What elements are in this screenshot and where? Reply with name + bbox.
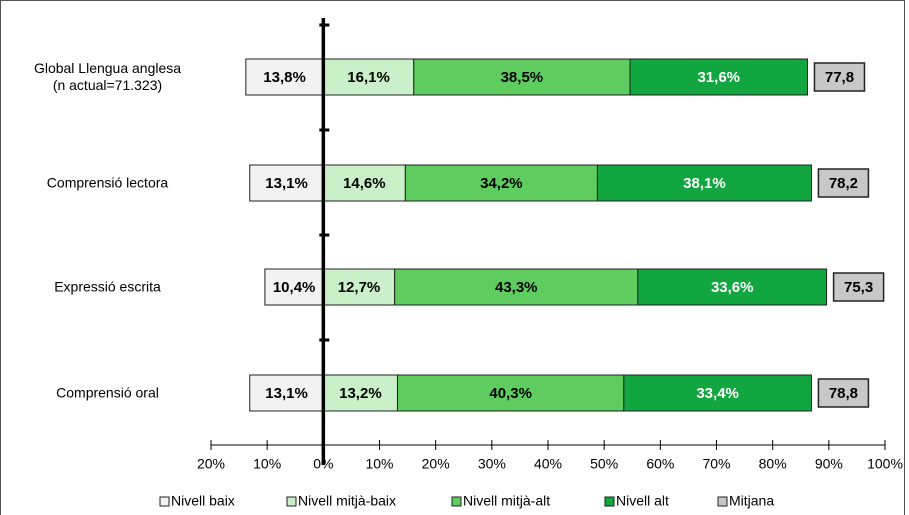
x-tick-label: 90% (815, 456, 843, 472)
value-label: 13,8% (263, 69, 306, 86)
value-label: 33,4% (696, 385, 739, 402)
x-tick-label: 60% (646, 456, 674, 472)
x-tick-label: 80% (759, 456, 787, 472)
value-label: 77,8 (825, 69, 854, 86)
legend-swatch (159, 496, 170, 507)
bar (322, 164, 406, 202)
legend-label: Nivell mitjà-baix (298, 493, 396, 509)
bar (249, 374, 324, 412)
x-tick-label: 70% (702, 456, 730, 472)
bar (322, 268, 396, 306)
x-tick-label: 10% (253, 456, 281, 472)
bar (404, 164, 598, 202)
value-label: 10,4% (273, 279, 316, 296)
value-label: 16,1% (347, 69, 390, 86)
bar (596, 164, 812, 202)
bar (637, 268, 828, 306)
x-tick-label: 10% (365, 456, 393, 472)
value-label: 34,2% (480, 175, 523, 192)
category-label: Global Llengua anglesa (n actual=71.323) (33, 60, 182, 93)
mean-box (817, 378, 870, 408)
value-label: 14,6% (343, 175, 386, 192)
legend-swatch (451, 496, 462, 507)
legend-swatch (604, 496, 615, 507)
value-label: 43,3% (495, 279, 538, 296)
x-tick-label: 50% (590, 456, 618, 472)
value-label: 13,1% (265, 385, 308, 402)
value-label: 75,3 (844, 279, 873, 296)
legend-label: Nivell alt (616, 493, 669, 509)
value-label: 13,1% (265, 175, 308, 192)
value-label: 12,7% (338, 279, 381, 296)
value-label: 38,5% (501, 69, 544, 86)
bar (245, 58, 324, 96)
bar (394, 268, 639, 306)
legend-label: Nivell mitjà-alt (463, 493, 550, 509)
bar (264, 268, 324, 306)
category-label: Comprensió lectora (46, 174, 169, 191)
bar (322, 58, 415, 96)
x-tick-label: 20% (422, 456, 450, 472)
x-tick-label: 30% (478, 456, 506, 472)
category-label: Expressió escrita (54, 278, 161, 295)
value-label: 78,2 (829, 175, 858, 192)
value-label: 40,3% (489, 385, 532, 402)
legend-label: Nivell baix (171, 493, 235, 509)
bar (322, 374, 398, 412)
legend-label: Mitjana (729, 493, 774, 509)
value-label: 38,1% (683, 175, 726, 192)
mean-box (813, 62, 866, 92)
legend-swatch (717, 496, 728, 507)
x-tick-label: 40% (534, 456, 562, 472)
mean-box (817, 168, 870, 198)
value-label: 78,8 (829, 385, 858, 402)
value-label: 31,6% (697, 69, 740, 86)
bar (413, 58, 631, 96)
category-label: Comprensió oral (56, 384, 159, 401)
x-tick-label: 100% (867, 456, 903, 472)
value-label: 13,2% (339, 385, 382, 402)
bar (629, 58, 808, 96)
mean-box (832, 272, 885, 302)
x-tick-label: 20% (197, 456, 225, 472)
legend-swatch (286, 496, 297, 507)
value-label: 33,6% (711, 279, 754, 296)
bar (623, 374, 812, 412)
